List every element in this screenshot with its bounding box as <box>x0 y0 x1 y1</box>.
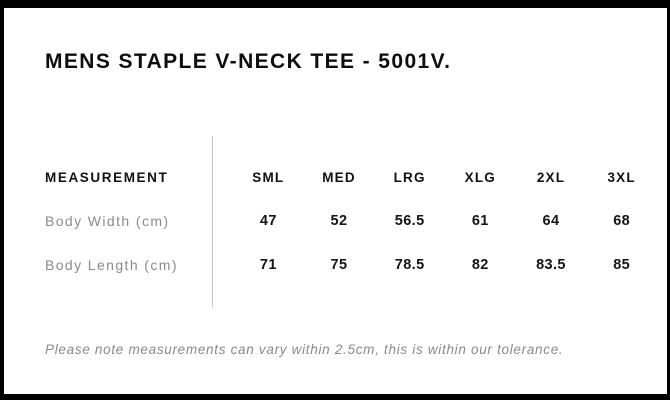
value-cell: 56.5 <box>394 213 425 229</box>
page-title: MENS STAPLE V-NECK TEE - 5001V. <box>45 50 452 73</box>
value-cell: 82 <box>471 257 489 273</box>
value-cell: 47 <box>259 213 277 229</box>
value-cell: 85 <box>613 257 631 273</box>
value-cell: 64 <box>542 213 560 229</box>
value-cell: 68 <box>613 213 631 229</box>
size-header-lrg: LRG <box>393 169 426 185</box>
value-cell: 71 <box>259 257 277 273</box>
value-cell: 52 <box>330 213 348 229</box>
size-header-sml: SML <box>252 169 285 185</box>
tolerance-note: Please note measurements can vary within… <box>45 342 564 357</box>
size-header-2xl: 2XL <box>536 169 566 185</box>
size-header-med: MED <box>322 169 356 185</box>
value-cell: 61 <box>471 213 489 229</box>
value-cell: 83.5 <box>536 257 566 273</box>
size-header-xlg: XLG <box>464 169 496 185</box>
value-cell: 78.5 <box>394 257 425 273</box>
size-header-3xl: 3XL <box>607 169 636 185</box>
measurement-column-header: MEASUREMENT <box>45 169 169 185</box>
table-column-divider <box>212 136 213 308</box>
row-label-body-length: Body Length (cm) <box>45 257 178 273</box>
value-cell: 75 <box>330 257 348 273</box>
size-chart-table: MEASUREMENT SML MED LRG XLG 2XL 3XL Body… <box>45 155 657 287</box>
row-label-body-width: Body Width (cm) <box>45 213 170 229</box>
